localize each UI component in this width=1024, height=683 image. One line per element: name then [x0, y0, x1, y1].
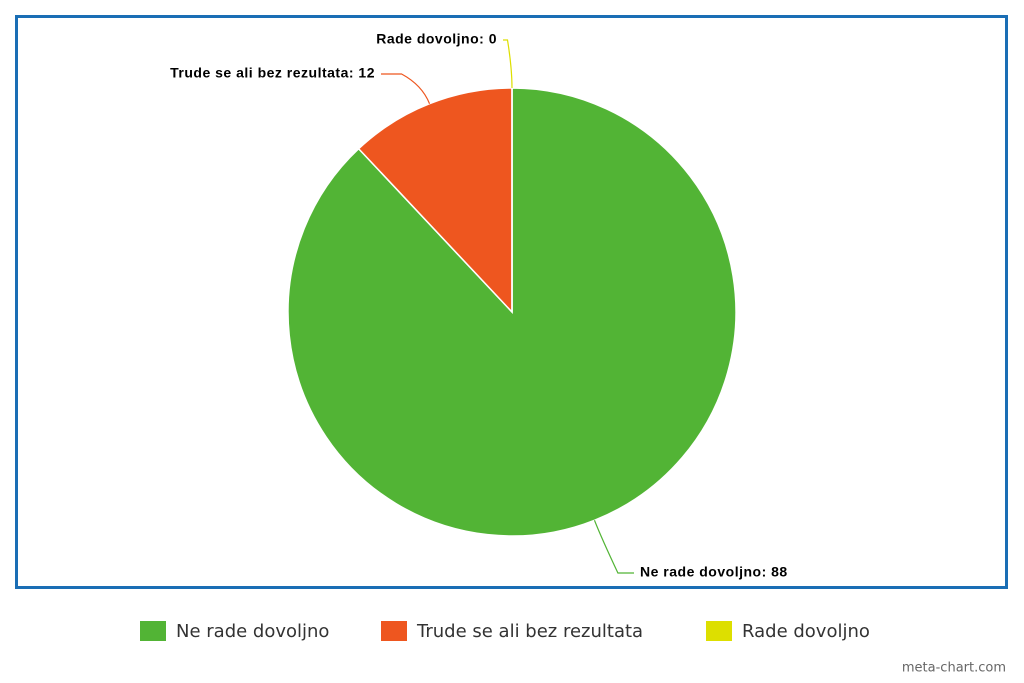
leader-line	[593, 520, 634, 574]
legend-swatch	[381, 621, 407, 641]
legend-label: Trude se ali bez rezultata	[416, 621, 643, 642]
leader-line	[381, 73, 431, 104]
data-label: Ne rade dovoljno: 88	[640, 564, 788, 580]
legend-swatch	[140, 621, 166, 641]
watermark: meta-chart.com	[902, 661, 1006, 676]
legend-swatch	[706, 621, 732, 641]
leader-line	[503, 39, 513, 89]
legend-label: Rade dovoljno	[742, 621, 870, 642]
legend-label: Ne rade dovoljno	[176, 621, 329, 642]
data-label: Trude se ali bez rezultata: 12	[170, 65, 375, 81]
data-label: Rade dovoljno: 0	[376, 31, 497, 47]
